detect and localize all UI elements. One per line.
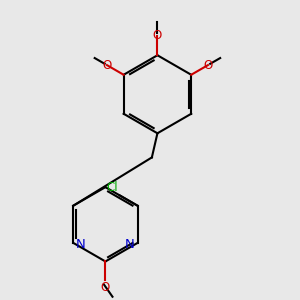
Text: N: N bbox=[76, 238, 86, 251]
Text: Cl: Cl bbox=[106, 181, 118, 194]
Text: O: O bbox=[153, 29, 162, 42]
Text: O: O bbox=[203, 58, 213, 72]
Text: N: N bbox=[125, 238, 135, 251]
Text: O: O bbox=[101, 281, 110, 294]
Text: O: O bbox=[102, 58, 112, 72]
